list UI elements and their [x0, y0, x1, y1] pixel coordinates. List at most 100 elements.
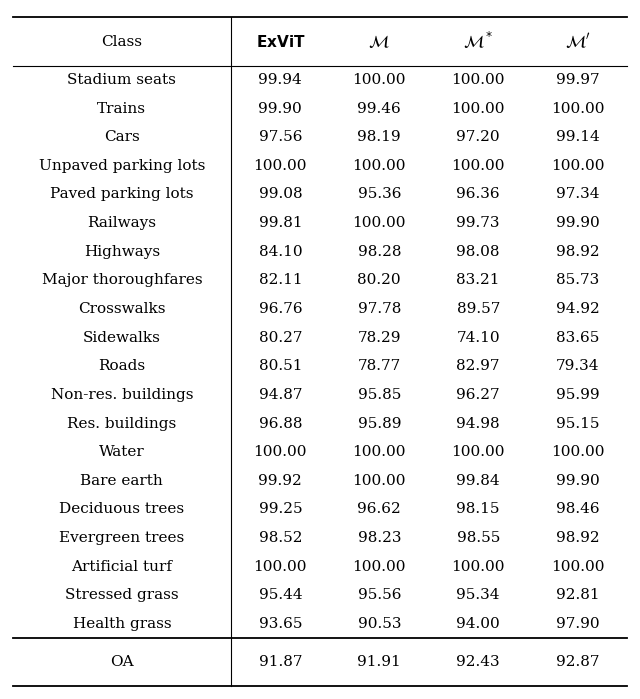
Text: 79.34: 79.34 [556, 359, 599, 373]
Text: Crosswalks: Crosswalks [78, 302, 166, 316]
Text: Deciduous trees: Deciduous trees [60, 503, 184, 517]
Text: $\mathcal{M}'$: $\mathcal{M}'$ [564, 31, 590, 52]
Text: Health grass: Health grass [72, 617, 171, 631]
Text: 98.92: 98.92 [556, 531, 599, 545]
Text: 100.00: 100.00 [353, 73, 406, 87]
Text: 84.10: 84.10 [259, 245, 302, 259]
Text: 90.53: 90.53 [358, 617, 401, 631]
Text: 80.20: 80.20 [358, 273, 401, 287]
Text: 95.44: 95.44 [259, 589, 302, 603]
Text: 100.00: 100.00 [253, 445, 307, 459]
Text: 78.29: 78.29 [358, 331, 401, 345]
Text: 100.00: 100.00 [353, 560, 406, 574]
Text: Paved parking lots: Paved parking lots [50, 187, 194, 201]
Text: 100.00: 100.00 [353, 445, 406, 459]
Text: Evergreen trees: Evergreen trees [60, 531, 184, 545]
Text: 100.00: 100.00 [451, 159, 505, 173]
Text: 99.25: 99.25 [259, 503, 302, 517]
Text: 99.92: 99.92 [259, 474, 302, 488]
Text: 95.56: 95.56 [358, 589, 401, 603]
Text: 100.00: 100.00 [253, 560, 307, 574]
Text: 85.73: 85.73 [556, 273, 599, 287]
Text: 80.51: 80.51 [259, 359, 302, 373]
Text: Non-res. buildings: Non-res. buildings [51, 388, 193, 402]
Text: 100.00: 100.00 [353, 216, 406, 230]
Text: 100.00: 100.00 [451, 73, 505, 87]
Text: 100.00: 100.00 [451, 101, 505, 115]
Text: 99.90: 99.90 [556, 216, 599, 230]
Text: Unpaved parking lots: Unpaved parking lots [38, 159, 205, 173]
Text: 95.85: 95.85 [358, 388, 401, 402]
Text: 91.87: 91.87 [259, 656, 302, 670]
Text: 99.81: 99.81 [259, 216, 302, 230]
Text: Roads: Roads [99, 359, 145, 373]
Text: Bare earth: Bare earth [81, 474, 163, 488]
Text: Stadium seats: Stadium seats [67, 73, 176, 87]
Text: 91.91: 91.91 [357, 656, 401, 670]
Text: 99.14: 99.14 [556, 130, 599, 144]
Text: Class: Class [101, 34, 142, 48]
Text: 98.52: 98.52 [259, 531, 302, 545]
Text: Res. buildings: Res. buildings [67, 417, 177, 431]
Text: 89.57: 89.57 [456, 302, 500, 316]
Text: 95.89: 95.89 [358, 417, 401, 431]
Text: OA: OA [110, 656, 134, 670]
Text: 99.94: 99.94 [259, 73, 302, 87]
Text: 96.88: 96.88 [259, 417, 302, 431]
Text: 83.65: 83.65 [556, 331, 599, 345]
Text: Stressed grass: Stressed grass [65, 589, 179, 603]
Text: $\mathbf{ExViT}$: $\mathbf{ExViT}$ [255, 34, 305, 50]
Text: 95.36: 95.36 [358, 187, 401, 201]
Text: 94.92: 94.92 [556, 302, 599, 316]
Text: 97.78: 97.78 [358, 302, 401, 316]
Text: 98.08: 98.08 [456, 245, 500, 259]
Text: 99.46: 99.46 [357, 101, 401, 115]
Text: Major thoroughfares: Major thoroughfares [42, 273, 202, 287]
Text: 100.00: 100.00 [550, 445, 604, 459]
Text: 92.43: 92.43 [456, 656, 500, 670]
Text: 95.15: 95.15 [556, 417, 599, 431]
Text: Railways: Railways [87, 216, 156, 230]
Text: 100.00: 100.00 [550, 560, 604, 574]
Text: 94.00: 94.00 [456, 617, 500, 631]
Text: Highways: Highways [84, 245, 160, 259]
Text: $\mathcal{M}^*$: $\mathcal{M}^*$ [463, 31, 493, 52]
Text: 80.27: 80.27 [259, 331, 302, 345]
Text: 82.11: 82.11 [259, 273, 302, 287]
Text: 100.00: 100.00 [550, 101, 604, 115]
Text: 83.21: 83.21 [456, 273, 500, 287]
Text: 99.90: 99.90 [556, 474, 599, 488]
Text: 97.34: 97.34 [556, 187, 599, 201]
Text: 96.36: 96.36 [456, 187, 500, 201]
Text: 78.77: 78.77 [358, 359, 401, 373]
Text: $\mathcal{M}$: $\mathcal{M}$ [369, 33, 390, 50]
Text: 100.00: 100.00 [451, 445, 505, 459]
Text: 100.00: 100.00 [550, 159, 604, 173]
Text: Cars: Cars [104, 130, 140, 144]
Text: Water: Water [99, 445, 145, 459]
Text: 95.34: 95.34 [456, 589, 500, 603]
Text: 99.08: 99.08 [259, 187, 302, 201]
Text: 99.73: 99.73 [456, 216, 500, 230]
Text: 97.90: 97.90 [556, 617, 599, 631]
Text: 92.81: 92.81 [556, 589, 599, 603]
Text: 96.76: 96.76 [259, 302, 302, 316]
Text: 93.65: 93.65 [259, 617, 302, 631]
Text: 74.10: 74.10 [456, 331, 500, 345]
Text: 100.00: 100.00 [353, 474, 406, 488]
Text: 98.92: 98.92 [556, 245, 599, 259]
Text: 100.00: 100.00 [353, 159, 406, 173]
Text: 94.98: 94.98 [456, 417, 500, 431]
Text: Sidewalks: Sidewalks [83, 331, 161, 345]
Text: Trains: Trains [97, 101, 147, 115]
Text: 100.00: 100.00 [253, 159, 307, 173]
Text: 98.23: 98.23 [358, 531, 401, 545]
Text: 92.87: 92.87 [556, 656, 599, 670]
Text: 100.00: 100.00 [451, 560, 505, 574]
Text: 95.99: 95.99 [556, 388, 599, 402]
Text: 96.27: 96.27 [456, 388, 500, 402]
Text: 82.97: 82.97 [456, 359, 500, 373]
Text: 97.20: 97.20 [456, 130, 500, 144]
Text: 97.56: 97.56 [259, 130, 302, 144]
Text: 99.90: 99.90 [259, 101, 302, 115]
